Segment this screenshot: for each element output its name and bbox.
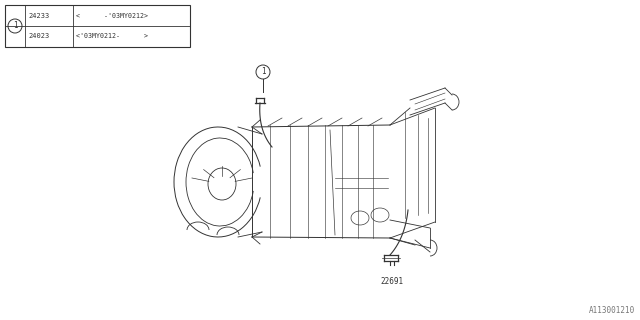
Text: 24023: 24023 xyxy=(28,34,49,39)
Text: A113001210: A113001210 xyxy=(589,306,635,315)
Text: 1: 1 xyxy=(260,68,266,76)
Text: 22691: 22691 xyxy=(380,277,404,286)
Text: <      -'03MY0212>: < -'03MY0212> xyxy=(76,12,148,19)
Text: 24233: 24233 xyxy=(28,12,49,19)
Text: 1: 1 xyxy=(13,21,17,30)
Text: <'03MY0212-      >: <'03MY0212- > xyxy=(76,34,148,39)
